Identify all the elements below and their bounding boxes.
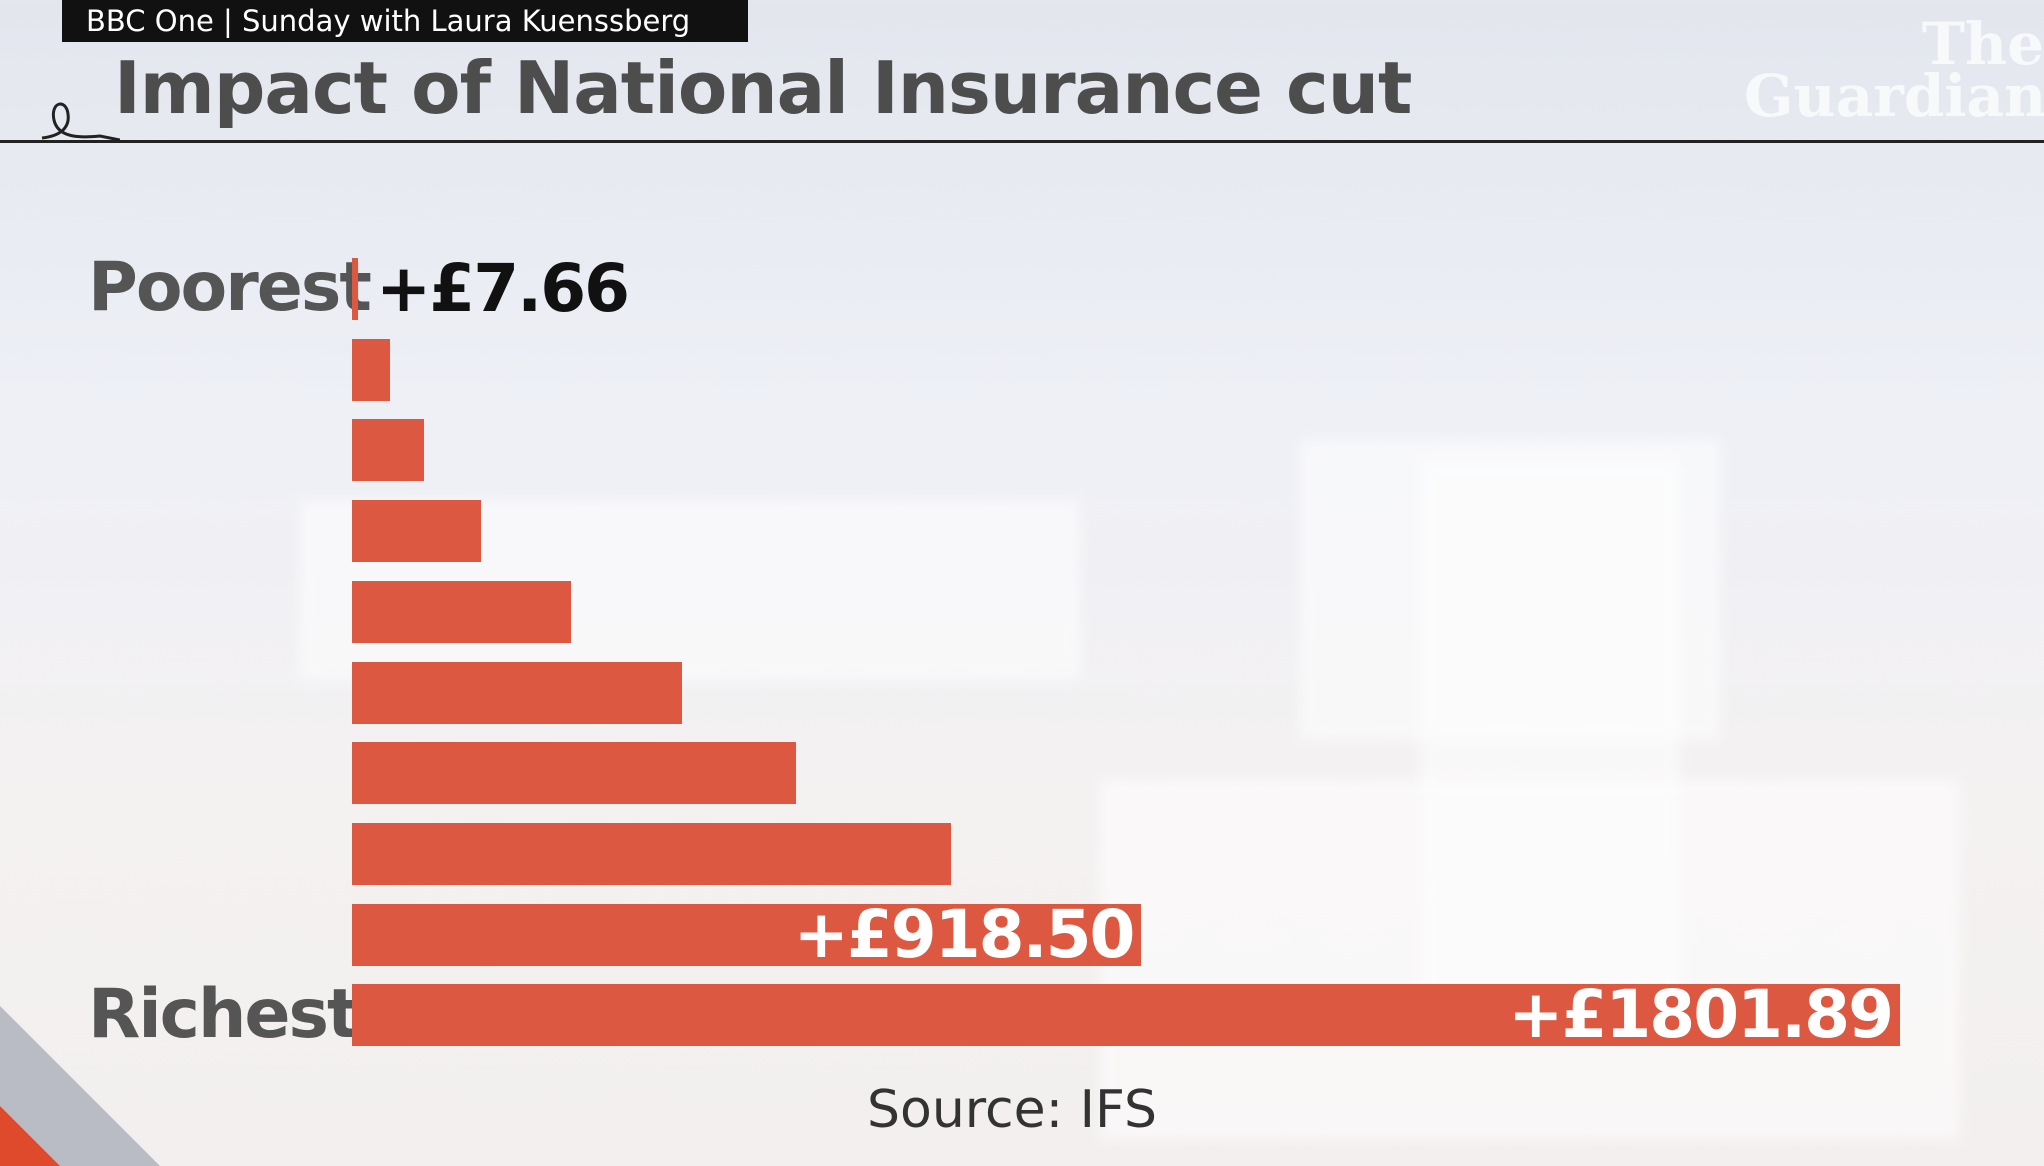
source-note: Source: IFS <box>867 1080 1157 1140</box>
value-label-9: +£918.50 <box>793 895 1136 973</box>
bar-2 <box>352 338 390 401</box>
value-label-10: +£1801.89 <box>1508 976 1894 1054</box>
bar-3 <box>352 419 425 482</box>
bar-7 <box>352 742 796 805</box>
bar-4 <box>352 500 481 563</box>
title-underline <box>0 140 2044 143</box>
background-decoration <box>1100 780 1960 1140</box>
label-richest: Richest <box>88 975 359 1054</box>
label-poorest: Poorest <box>88 248 372 327</box>
corner-graphic <box>0 1006 160 1166</box>
value-label-1: +£7.66 <box>376 250 630 327</box>
bar-6 <box>352 661 683 724</box>
bar-5 <box>352 580 572 643</box>
bar-9 <box>352 903 1142 966</box>
bar-8 <box>352 822 951 885</box>
guardian-watermark-logo: The Guardian <box>1744 10 2044 130</box>
bar-10 <box>352 984 1900 1047</box>
chart-title: Impact of National Insurance cut <box>114 46 1412 130</box>
channel-tag: BBC One | Sunday with Laura Kuenssberg <box>62 0 748 42</box>
swirl-decoration-icon <box>41 102 120 142</box>
bar-1 <box>352 258 358 320</box>
